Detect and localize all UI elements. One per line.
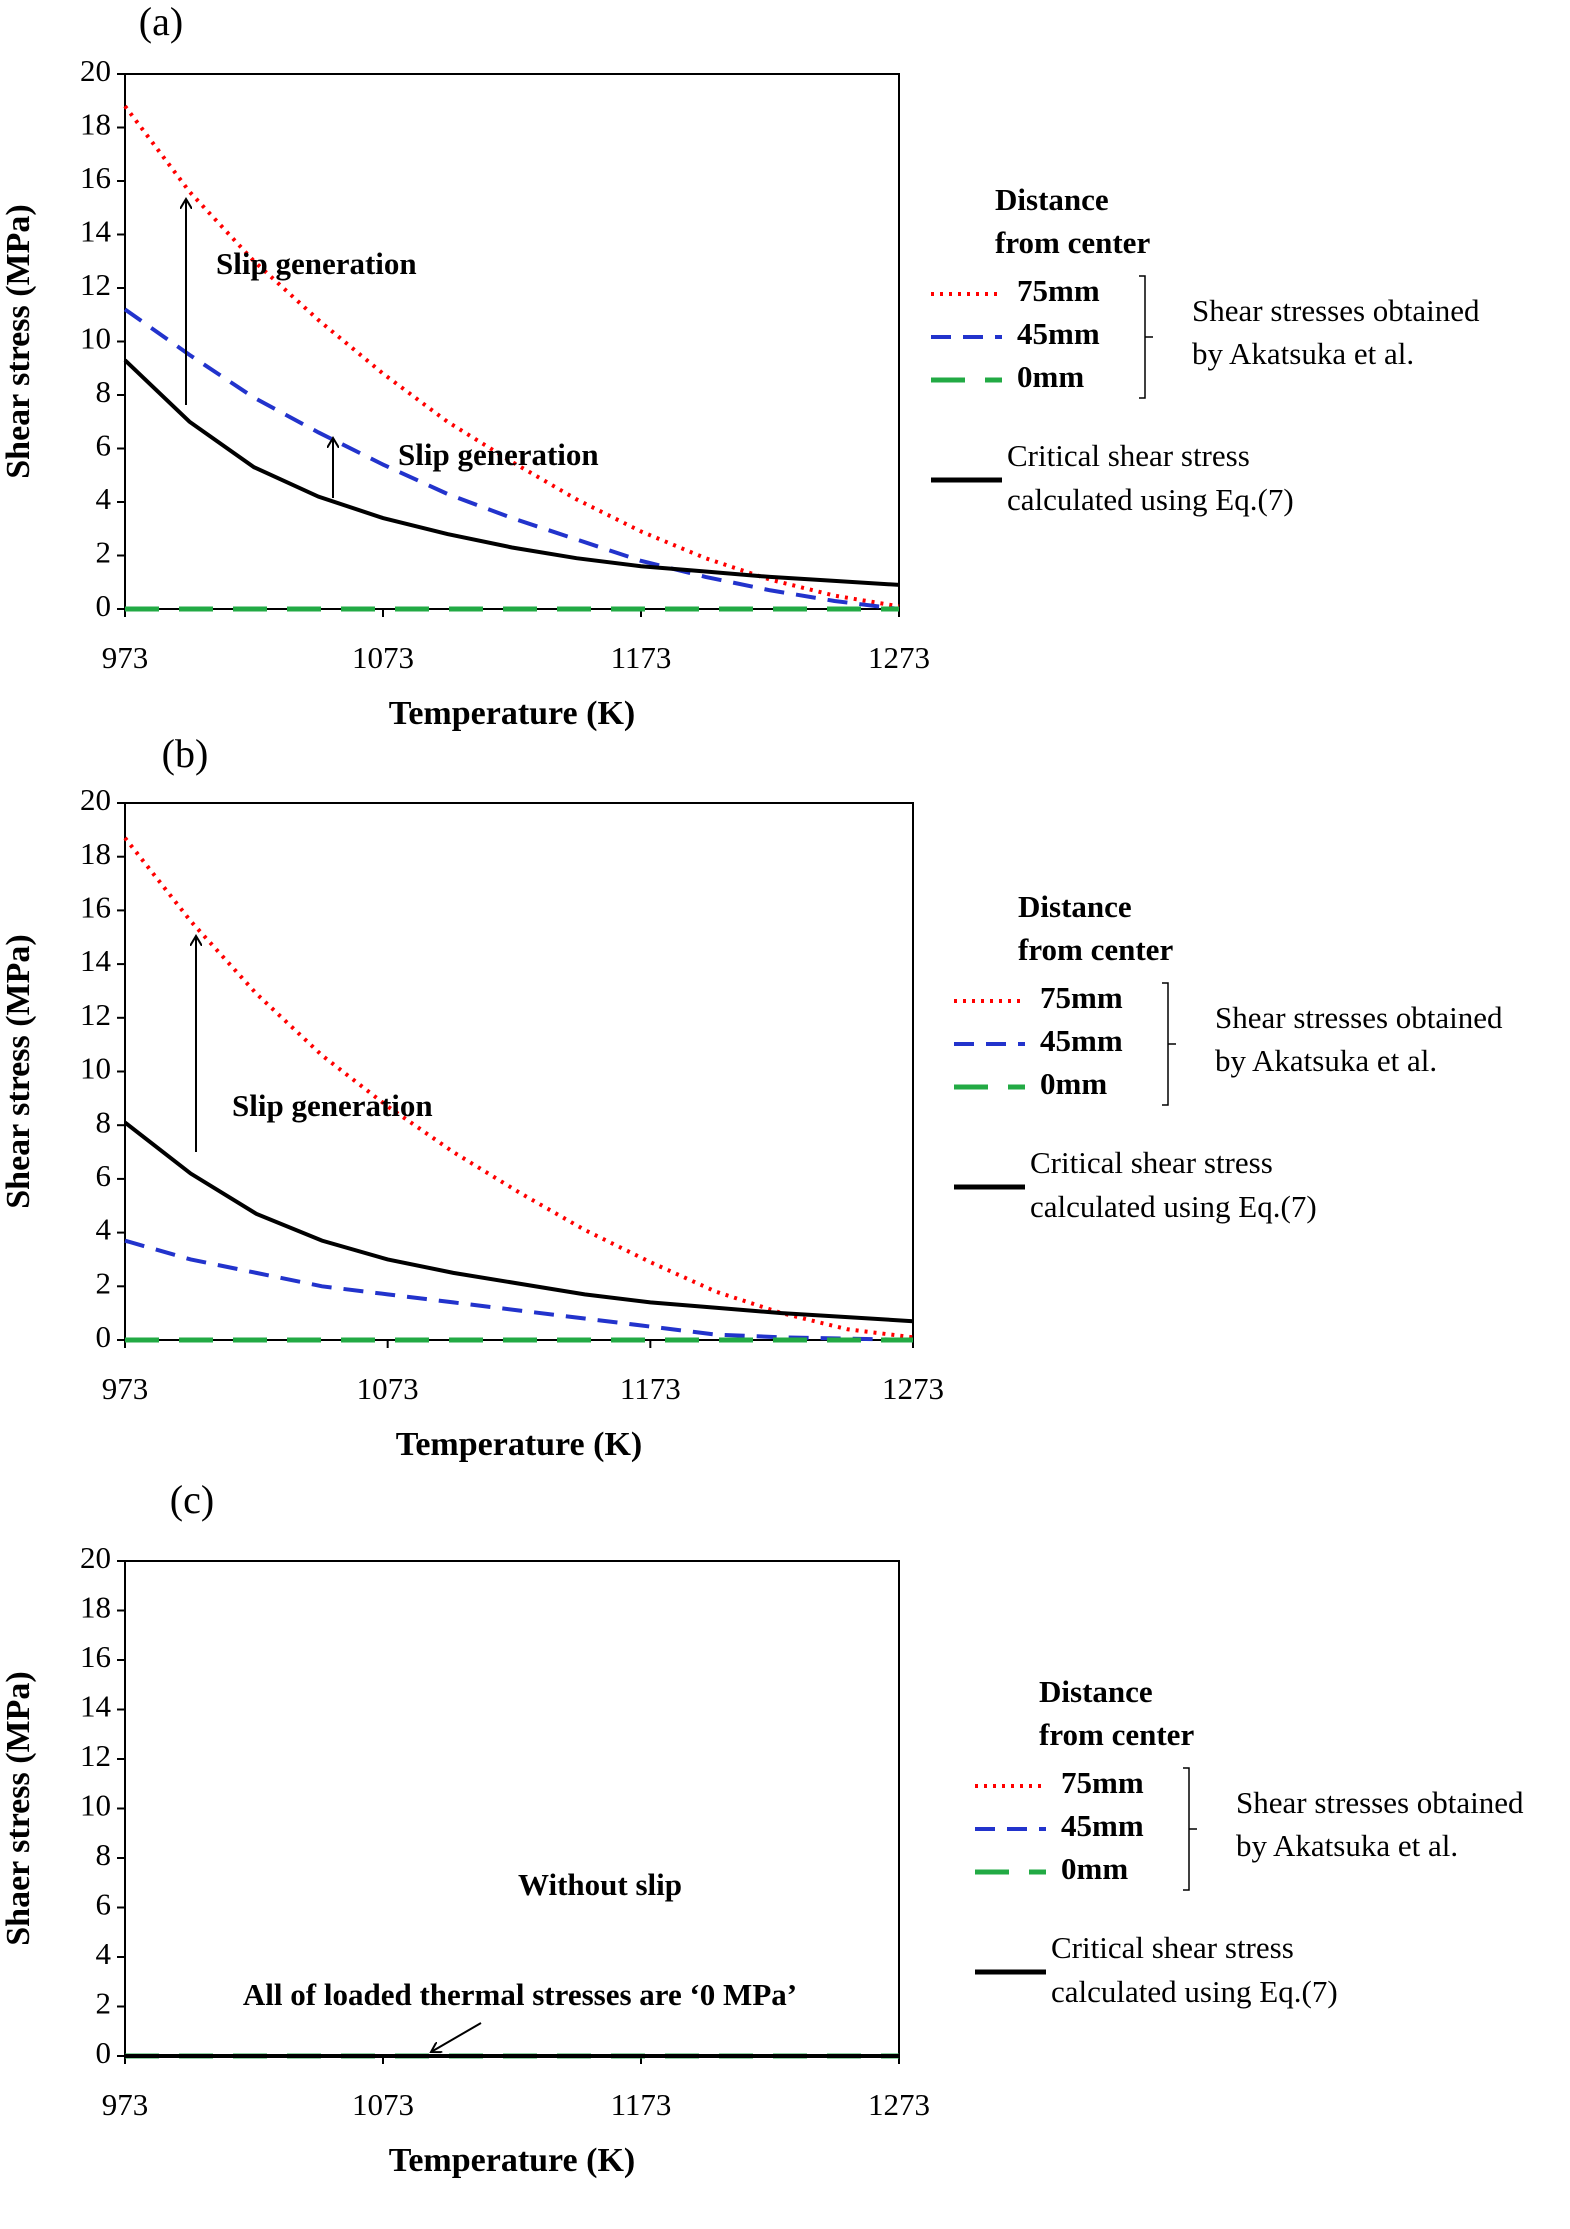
y-tick-label: 12: [80, 1738, 111, 1773]
y-axis-title: Shear stress (MPa): [0, 204, 37, 478]
plot-frame: [124, 802, 914, 1341]
y-tick-label: 16: [80, 160, 111, 195]
series-line: [123, 1120, 914, 1324]
x-tick-label: 1073: [352, 2087, 414, 2122]
legend-label: 75mm: [1061, 1765, 1144, 1800]
y-tick-label: 18: [80, 1590, 111, 1625]
y-tick-label: 20: [80, 1540, 111, 1575]
legend-label: 45mm: [1017, 316, 1100, 351]
x-tick-label: 973: [102, 2087, 149, 2122]
x-axis-title: Temperature (K): [396, 1426, 642, 1463]
x-tick-label: 1173: [611, 640, 672, 675]
legend-label: calculated using Eq.(7): [1051, 1974, 1338, 2009]
annotation: Slip generation: [398, 437, 599, 472]
y-tick-label: 20: [80, 53, 111, 88]
y-tick-label: 18: [80, 107, 111, 142]
series-line: [123, 307, 900, 611]
y-axis-title: Shaer stress (MPa): [0, 1671, 37, 1945]
y-tick-label: 14: [80, 214, 112, 249]
y-tick-label: 6: [96, 428, 112, 463]
y-tick-label: 14: [80, 943, 112, 978]
y-tick-label: 12: [80, 267, 111, 302]
legend-label: Critical shear stress: [1007, 438, 1250, 473]
legend-bracket: [1183, 1767, 1197, 1891]
y-tick-label: 10: [80, 321, 111, 356]
legend-group-note: Shear stresses obtained: [1215, 1000, 1503, 1035]
y-tick-label: 20: [80, 782, 111, 817]
y-tick-label: 2: [96, 1265, 112, 1300]
legend-label: 0mm: [1017, 359, 1084, 394]
y-axis-title: Shear stress (MPa): [0, 934, 37, 1208]
legend-bracket: [1139, 275, 1153, 399]
y-tick-label: 2: [96, 535, 112, 570]
annotation: Slip generation: [216, 246, 417, 281]
legend-title: Distance: [1018, 889, 1132, 924]
panel-label: (c): [170, 1477, 214, 1522]
x-tick-label: 1273: [882, 1371, 944, 1406]
legend-label: calculated using Eq.(7): [1030, 1189, 1317, 1224]
y-tick-label: 4: [96, 1936, 112, 1971]
legend-title: from center: [1018, 932, 1173, 967]
y-tick-label: 14: [80, 1689, 112, 1724]
legend-label: 45mm: [1040, 1023, 1123, 1058]
series-line: [123, 358, 900, 587]
y-tick-label: 16: [80, 890, 111, 925]
annotation-arrow: [431, 2022, 482, 2052]
y-tick-label: 4: [96, 481, 112, 516]
legend-bracket: [1162, 982, 1176, 1106]
y-tick-label: 0: [96, 588, 112, 623]
y-tick-label: 18: [80, 836, 111, 871]
legend-title: Distance: [1039, 1674, 1153, 1709]
legend-label: 0mm: [1061, 1851, 1128, 1886]
series-line: [124, 1238, 914, 1342]
legend-title: from center: [1039, 1717, 1194, 1752]
y-tick-label: 0: [96, 1319, 112, 1354]
y-tick-label: 12: [80, 997, 111, 1032]
legend-label: 0mm: [1040, 1066, 1107, 1101]
annotation: Without slip: [518, 1867, 682, 1902]
y-tick-label: 4: [96, 1212, 112, 1247]
x-tick-label: 973: [102, 1371, 149, 1406]
x-tick-label: 1173: [611, 2087, 672, 2122]
y-tick-label: 2: [96, 1986, 112, 2021]
x-tick-label: 973: [102, 640, 149, 675]
x-axis-title: Temperature (K): [389, 2142, 635, 2179]
x-tick-label: 1073: [357, 1371, 419, 1406]
y-tick-label: 16: [80, 1639, 111, 1674]
y-tick-label: 6: [96, 1158, 112, 1193]
legend-group-note: Shear stresses obtained: [1192, 293, 1480, 328]
y-tick-label: 8: [96, 374, 112, 409]
plot-frame: [124, 73, 900, 610]
legend-group-note: Shear stresses obtained: [1236, 1785, 1524, 1820]
annotation: Slip generation: [232, 1088, 433, 1123]
x-tick-label: 1173: [620, 1371, 681, 1406]
y-tick-label: 10: [80, 1051, 111, 1086]
panel-label: (a): [139, 0, 183, 44]
legend-group-note: by Akatsuka et al.: [1192, 336, 1414, 371]
legend-title: from center: [995, 225, 1150, 260]
legend-label: 75mm: [1040, 980, 1123, 1015]
legend-label: 45mm: [1061, 1808, 1144, 1843]
x-tick-label: 1273: [868, 2087, 930, 2122]
legend-group-note: by Akatsuka et al.: [1236, 1828, 1458, 1863]
legend-title: Distance: [995, 182, 1109, 217]
y-tick-label: 8: [96, 1837, 112, 1872]
y-tick-label: 0: [96, 2035, 112, 2070]
y-tick-label: 8: [96, 1104, 112, 1139]
x-axis-title: Temperature (K): [389, 695, 635, 732]
legend-label: Critical shear stress: [1030, 1145, 1273, 1180]
legend-label: Critical shear stress: [1051, 1930, 1294, 1965]
panel-label: (b): [162, 731, 209, 776]
series-line: [123, 104, 900, 609]
legend-group-note: by Akatsuka et al.: [1215, 1043, 1437, 1078]
y-tick-label: 6: [96, 1887, 112, 1922]
y-tick-label: 10: [80, 1788, 111, 1823]
x-tick-label: 1073: [352, 640, 414, 675]
x-tick-label: 1273: [868, 640, 930, 675]
legend-label: 75mm: [1017, 273, 1100, 308]
annotation: All of loaded thermal stresses are ‘0 MP…: [243, 1977, 797, 2012]
legend-label: calculated using Eq.(7): [1007, 482, 1294, 517]
